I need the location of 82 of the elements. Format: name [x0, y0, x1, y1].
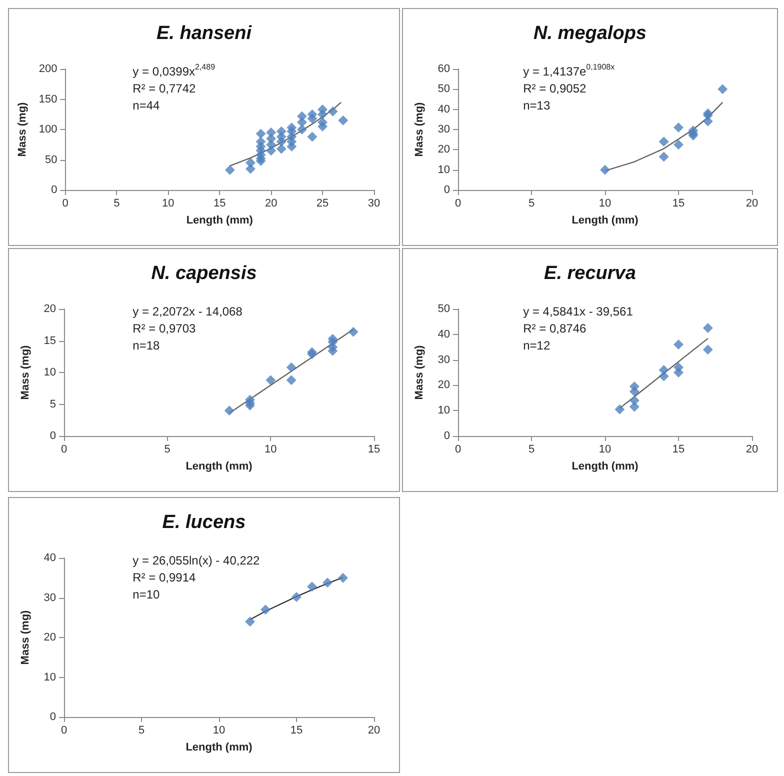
- annotation: y = 26,055ln(x) - 40,222: [132, 554, 260, 568]
- chart-title: E. recurva: [544, 263, 636, 284]
- y-tick-label: 0: [444, 430, 450, 442]
- x-tick-label: 15: [672, 198, 685, 210]
- y-tick-label: 40: [44, 552, 56, 564]
- x-axis-title: Length (mm): [186, 460, 253, 472]
- x-tick-label: 10: [598, 198, 612, 210]
- y-tick-label: 5: [50, 398, 56, 410]
- x-tick-label: 5: [138, 724, 145, 736]
- y-tick-label: 50: [438, 83, 450, 96]
- annotation: n=44: [132, 98, 160, 112]
- x-tick-label: 10: [598, 444, 612, 456]
- x-tick-label: 25: [316, 198, 329, 210]
- y-axis-title: Mass (mg): [414, 344, 426, 400]
- x-axis-title: Length (mm): [186, 214, 254, 226]
- x-tick-label: 30: [368, 198, 380, 210]
- x-tick-label: 15: [214, 198, 226, 210]
- chart-title: N. megalops: [534, 23, 646, 44]
- y-tick-label: 0: [444, 184, 450, 196]
- annotation: R² = 0,9052: [523, 82, 586, 96]
- x-axis-title: Length (mm): [572, 460, 639, 472]
- x-tick-label: 20: [368, 724, 380, 736]
- y-tick-label: 150: [38, 93, 58, 106]
- y-tick-label: 50: [45, 154, 58, 166]
- annotation: R² = 0,9703: [132, 322, 196, 336]
- x-tick-label: 0: [454, 198, 462, 210]
- x-tick-label: 15: [672, 444, 685, 456]
- x-tick-label: 10: [212, 724, 226, 736]
- y-tick-label: 40: [438, 103, 450, 116]
- x-tick-label: 0: [62, 198, 68, 210]
- y-tick-label: 200: [38, 63, 58, 75]
- y-tick-label: 0: [51, 184, 58, 196]
- y-tick-label: 10: [44, 671, 56, 684]
- x-tick-label: 0: [454, 444, 462, 456]
- chart-title: N. capensis: [151, 263, 257, 284]
- y-tick-label: 10: [438, 164, 450, 176]
- chart-title: E. hanseni: [156, 23, 252, 44]
- y-tick-label: 30: [438, 354, 450, 366]
- y-axis-title: Mass (mg): [414, 102, 426, 157]
- y-axis-title: Mass (mg): [16, 102, 28, 157]
- y-tick-label: 50: [438, 303, 450, 315]
- y-axis-title: Mass (mg): [20, 610, 32, 665]
- annotation: n=18: [132, 338, 160, 352]
- y-tick-label: 15: [44, 334, 56, 347]
- y-tick-label: 0: [50, 711, 56, 723]
- y-tick-label: 30: [44, 592, 56, 604]
- x-axis-title: Length (mm): [572, 214, 639, 226]
- x-tick-label: 10: [264, 444, 277, 456]
- y-tick-label: 30: [438, 124, 450, 136]
- x-tick-label: 20: [746, 198, 758, 210]
- y-tick-label: 20: [438, 144, 450, 156]
- x-tick-label: 10: [162, 198, 174, 210]
- annotation: n=12: [523, 338, 550, 352]
- annotation: n=13: [523, 98, 550, 112]
- x-axis-title: Length (mm): [186, 742, 253, 754]
- y-tick-label: 40: [438, 328, 450, 340]
- y-tick-label: 0: [50, 430, 56, 442]
- x-tick-label: 20: [264, 198, 278, 210]
- x-tick-label: 5: [528, 444, 535, 456]
- annotation: R² = 0,8746: [523, 322, 586, 336]
- y-tick-label: 20: [44, 303, 56, 315]
- annotation: y = 4,5841x - 39,561: [523, 304, 634, 318]
- annotation: n=10: [132, 588, 160, 602]
- y-tick-label: 10: [438, 404, 450, 417]
- chart-title: E. lucens: [162, 512, 246, 533]
- x-tick-label: 15: [290, 724, 303, 736]
- y-tick-label: 60: [438, 63, 450, 75]
- x-tick-label: 20: [746, 444, 758, 456]
- y-tick-label: 20: [44, 632, 56, 644]
- annotation: R² = 0,7742: [132, 82, 196, 96]
- x-tick-label: 15: [368, 444, 380, 456]
- x-tick-label: 0: [60, 724, 68, 736]
- x-tick-label: 5: [164, 444, 170, 456]
- x-tick-label: 5: [528, 198, 535, 210]
- x-tick-label: 0: [60, 444, 68, 456]
- y-tick-label: 20: [438, 379, 450, 392]
- x-tick-label: 5: [114, 198, 120, 210]
- y-axis-title: Mass (mg): [20, 344, 32, 400]
- annotation: y = 2,2072x - 14,068: [132, 304, 243, 318]
- y-tick-label: 10: [44, 366, 56, 378]
- y-tick-label: 100: [38, 124, 58, 136]
- annotation: R² = 0,9914: [132, 570, 196, 584]
